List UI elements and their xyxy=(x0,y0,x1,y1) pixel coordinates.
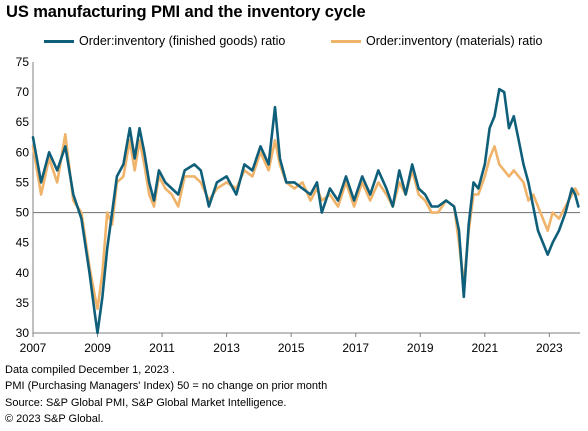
x-tick-label: 2015 xyxy=(278,341,305,355)
y-tick-label: 55 xyxy=(16,175,30,189)
y-tick-label: 50 xyxy=(16,206,30,220)
legend-item-finished-goods: Order:inventory (finished goods) ratio xyxy=(44,34,285,48)
chart-legend: Order:inventory (finished goods) ratio O… xyxy=(0,34,588,52)
series-line-materials xyxy=(31,133,580,311)
x-tick-label: 2019 xyxy=(407,341,434,355)
y-tick-label: 30 xyxy=(16,326,30,340)
legend-swatch-materials xyxy=(331,39,361,43)
chart-footer: Data compiled December 1, 2023 . PMI (Pu… xyxy=(5,362,327,427)
footer-note-definition: PMI (Purchasing Managers' Index) 50 = no… xyxy=(5,380,328,393)
footer-note-source: Source: S&P Global PMI, S&P Global Marke… xyxy=(5,396,287,409)
y-tick-label: 35 xyxy=(16,296,30,310)
series-line-finished-goods xyxy=(31,87,580,335)
y-tick-label: 40 xyxy=(16,266,30,280)
x-tick-label: 2009 xyxy=(84,341,111,355)
line-chart: 30 35 40 45 50 55 60 65 70 75 2007 2009 2011 2013 2015… xyxy=(16,55,580,355)
legend-label-materials: Order:inventory (materials) ratio xyxy=(366,34,543,48)
footer-note-copyright: © 2023 S&P Global. xyxy=(5,412,104,425)
x-tick-label: 2017 xyxy=(342,341,369,355)
y-tick-label: 65 xyxy=(16,115,30,129)
x-tick-label: 2011 xyxy=(149,341,175,355)
y-tick-label: 60 xyxy=(16,145,30,159)
footer-note-date: Data compiled December 1, 2023 . xyxy=(5,364,175,376)
y-tick-label: 75 xyxy=(16,55,30,69)
y-tick-label: 45 xyxy=(16,236,30,250)
y-tick-label: 70 xyxy=(16,85,30,99)
x-tick-label: 2021 xyxy=(471,341,498,355)
x-tick-label: 2007 xyxy=(20,341,47,355)
x-tick-label: 2013 xyxy=(213,341,240,355)
legend-item-materials: Order:inventory (materials) ratio xyxy=(331,34,542,48)
chart-title: US manufacturing PMI and the inventory c… xyxy=(6,3,366,21)
legend-swatch-finished-goods xyxy=(44,39,74,43)
legend-label-finished-goods: Order:inventory (finished goods) ratio xyxy=(79,34,286,48)
x-tick-label: 2023 xyxy=(536,341,563,355)
